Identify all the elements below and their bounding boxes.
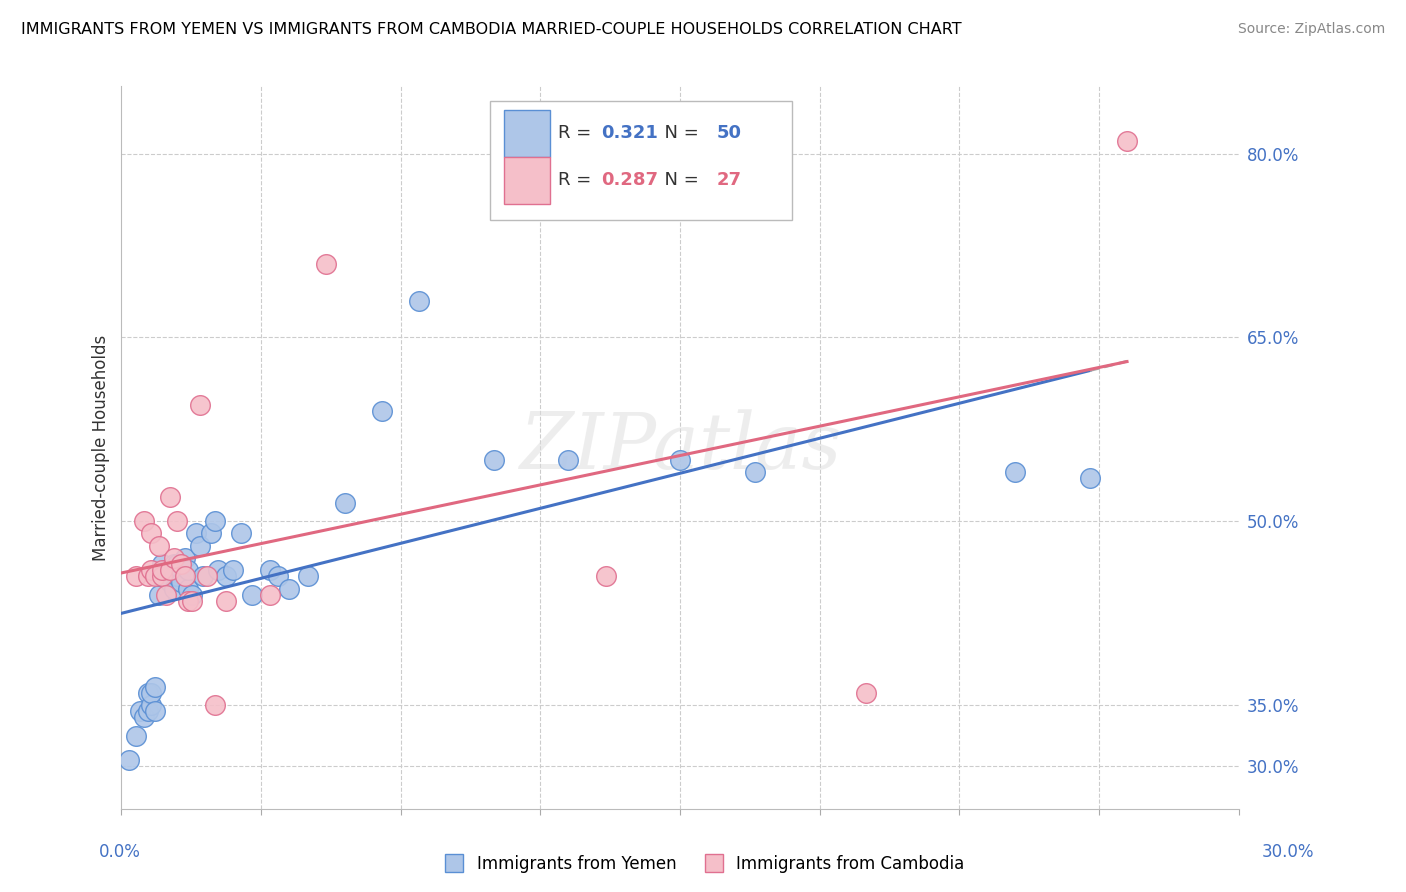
Point: [229, 526, 252, 541]
Point: [155, 569, 177, 583]
Text: 50: 50: [717, 124, 742, 143]
Text: R =: R =: [558, 124, 598, 143]
Point: [159, 575, 181, 590]
Point: [184, 526, 207, 541]
Point: [136, 569, 159, 583]
Y-axis label: Married-couple Households: Married-couple Households: [93, 334, 110, 561]
Point: [166, 557, 188, 571]
Point: [408, 293, 430, 308]
Point: [200, 526, 222, 541]
Point: [148, 539, 170, 553]
Point: [141, 686, 163, 700]
Point: [195, 569, 218, 583]
Point: [181, 588, 204, 602]
Point: [188, 539, 211, 553]
Point: [143, 569, 166, 583]
Point: [215, 569, 238, 583]
Point: [173, 569, 195, 583]
Point: [333, 496, 356, 510]
Text: ZIPatlas: ZIPatlas: [519, 409, 841, 486]
Point: [141, 526, 163, 541]
Point: [193, 569, 215, 583]
Point: [159, 563, 181, 577]
Point: [141, 698, 163, 712]
Point: [125, 569, 148, 583]
Point: [143, 704, 166, 718]
Point: [1116, 135, 1139, 149]
Text: R =: R =: [558, 171, 598, 189]
Point: [240, 588, 263, 602]
Point: [136, 704, 159, 718]
Point: [1078, 471, 1101, 485]
Text: 0.0%: 0.0%: [98, 843, 141, 861]
Point: [132, 514, 155, 528]
Point: [132, 710, 155, 724]
Point: [177, 582, 200, 596]
Point: [141, 563, 163, 577]
Point: [855, 686, 877, 700]
Point: [204, 514, 226, 528]
Point: [125, 729, 148, 743]
Point: [170, 557, 193, 571]
Point: [143, 680, 166, 694]
Point: [669, 453, 692, 467]
Point: [136, 686, 159, 700]
Point: [155, 563, 177, 577]
Point: [177, 563, 200, 577]
Point: [152, 569, 174, 583]
Point: [170, 563, 193, 577]
Legend: Immigrants from Yemen, Immigrants from Cambodia: Immigrants from Yemen, Immigrants from C…: [434, 848, 972, 880]
Point: [1004, 465, 1026, 479]
Text: IMMIGRANTS FROM YEMEN VS IMMIGRANTS FROM CAMBODIA MARRIED-COUPLE HOUSEHOLDS CORR: IMMIGRANTS FROM YEMEN VS IMMIGRANTS FROM…: [21, 22, 962, 37]
Point: [162, 557, 184, 571]
FancyBboxPatch shape: [503, 110, 551, 157]
Point: [222, 563, 245, 577]
Point: [371, 404, 394, 418]
Point: [744, 465, 766, 479]
Point: [278, 582, 301, 596]
Point: [173, 550, 195, 565]
Point: [215, 594, 238, 608]
Point: [152, 569, 174, 583]
Point: [152, 557, 174, 571]
Point: [129, 704, 152, 718]
Point: [177, 594, 200, 608]
Point: [204, 698, 226, 712]
Point: [259, 588, 281, 602]
Point: [595, 569, 617, 583]
Point: [152, 563, 174, 577]
Point: [170, 575, 193, 590]
Point: [159, 490, 181, 504]
Point: [162, 582, 184, 596]
Text: Source: ZipAtlas.com: Source: ZipAtlas.com: [1237, 22, 1385, 37]
Text: 0.287: 0.287: [600, 171, 658, 189]
FancyBboxPatch shape: [491, 101, 792, 220]
Point: [315, 257, 337, 271]
Point: [188, 398, 211, 412]
Point: [166, 569, 188, 583]
Text: N =: N =: [654, 124, 704, 143]
Point: [557, 453, 579, 467]
Text: 0.321: 0.321: [600, 124, 658, 143]
Point: [118, 753, 141, 767]
Point: [166, 514, 188, 528]
Point: [181, 594, 204, 608]
Point: [148, 569, 170, 583]
FancyBboxPatch shape: [503, 157, 551, 203]
Point: [155, 588, 177, 602]
Text: N =: N =: [654, 171, 704, 189]
Point: [148, 588, 170, 602]
Point: [297, 569, 319, 583]
Point: [267, 569, 290, 583]
Point: [259, 563, 281, 577]
Point: [162, 550, 184, 565]
Text: 30.0%: 30.0%: [1263, 843, 1315, 861]
Point: [482, 453, 505, 467]
Point: [207, 563, 229, 577]
Text: 27: 27: [717, 171, 742, 189]
